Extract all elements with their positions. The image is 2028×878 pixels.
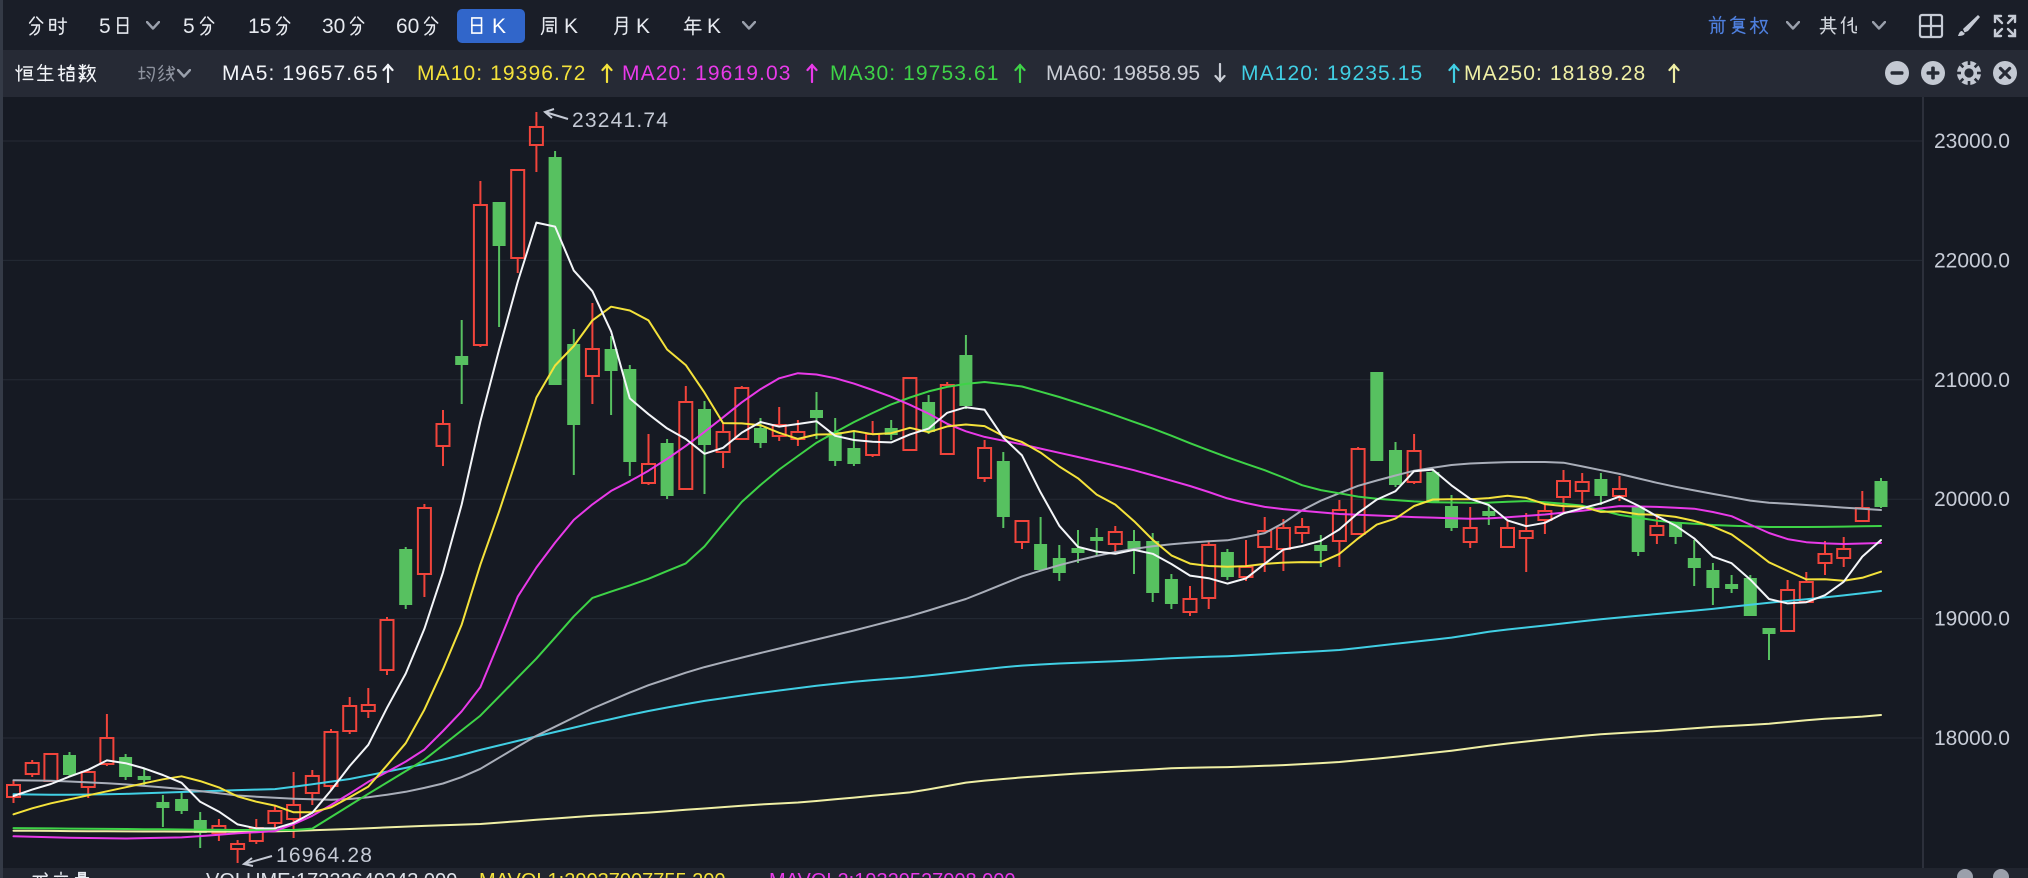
svg-text:22000.0: 22000.0 — [1934, 249, 2010, 272]
svg-text:19000.0: 19000.0 — [1934, 608, 2010, 631]
svg-text:18000.0: 18000.0 — [1934, 727, 2010, 750]
svg-text:23000.0: 23000.0 — [1934, 130, 2010, 153]
svg-text:21000.0: 21000.0 — [1934, 369, 2010, 392]
svg-text:16964.28: 16964.28 — [276, 844, 373, 867]
svg-text:23241.74: 23241.74 — [572, 109, 669, 132]
svg-text:20000.0: 20000.0 — [1934, 488, 2010, 511]
